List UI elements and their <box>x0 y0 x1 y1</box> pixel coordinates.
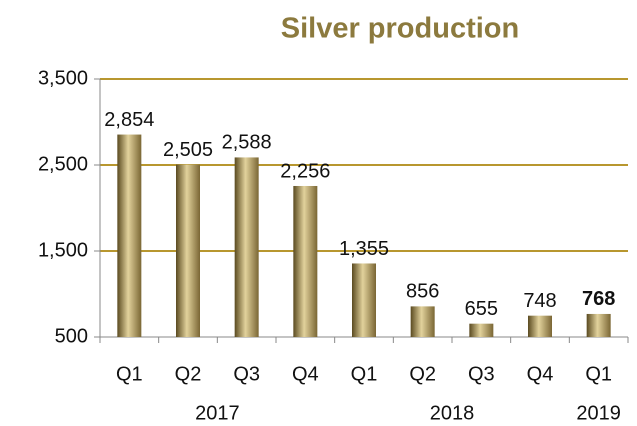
bar <box>176 164 200 337</box>
data-label: 2,588 <box>222 132 272 154</box>
bar <box>234 157 259 337</box>
x-tick-label: Q2 <box>409 363 436 385</box>
y-tick-label: 1,500 <box>38 239 88 261</box>
bar <box>528 315 552 337</box>
bar <box>586 313 611 337</box>
data-label: 655 <box>465 298 498 320</box>
x-tick-label: Q1 <box>585 363 612 385</box>
data-label: 2,256 <box>280 160 330 182</box>
bar <box>117 134 142 337</box>
bar <box>352 263 376 337</box>
data-label: 768 <box>582 288 615 310</box>
bar <box>469 323 494 337</box>
bar <box>293 185 318 337</box>
group-label: 2019 <box>576 402 621 424</box>
y-tick-label: 500 <box>55 325 88 347</box>
bar <box>410 306 435 337</box>
x-tick-label: Q1 <box>116 363 143 385</box>
x-tick-label: Q3 <box>233 363 260 385</box>
y-tick-label: 3,500 <box>38 67 88 89</box>
data-label: 748 <box>523 290 556 312</box>
y-tick-label: 2,500 <box>38 153 88 175</box>
x-tick-label: Q1 <box>351 363 378 385</box>
x-tick-label: Q4 <box>527 363 554 385</box>
group-label: 2017 <box>195 402 240 424</box>
data-label: 856 <box>406 281 439 303</box>
x-tick-label: Q2 <box>175 363 202 385</box>
data-label: 2,505 <box>163 139 213 161</box>
chart-title: Silver production <box>281 13 519 45</box>
data-label: 2,854 <box>104 109 154 131</box>
x-tick-label: Q3 <box>468 363 495 385</box>
x-tick-label: Q4 <box>292 363 319 385</box>
group-label: 2018 <box>430 402 475 424</box>
data-label: 1,355 <box>339 238 389 260</box>
